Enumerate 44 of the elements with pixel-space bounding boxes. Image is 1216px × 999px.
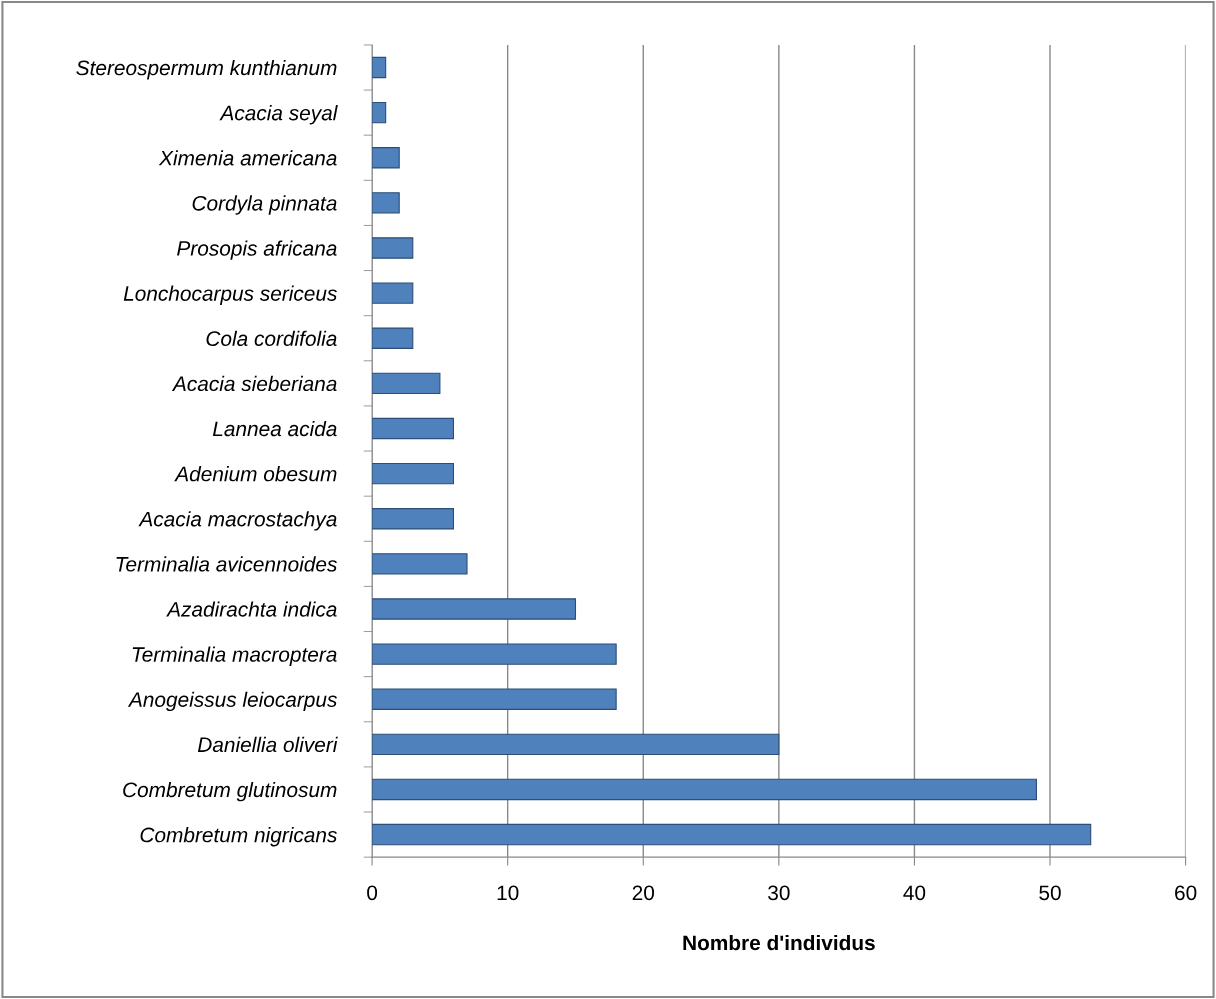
bar bbox=[372, 417, 455, 440]
x-tick-label: 20 bbox=[632, 885, 655, 901]
y-tick-label: Adenium obesum bbox=[174, 466, 337, 482]
y-tick-label: Azadirachta indica bbox=[166, 601, 337, 617]
y-tick-label: Prosopis africana bbox=[177, 240, 337, 260]
bar bbox=[372, 327, 414, 349]
y-tick-label: Anogeissus leiocarpus bbox=[127, 691, 337, 712]
y-tick-label: Cordyla pinnata bbox=[192, 195, 337, 215]
bar bbox=[372, 282, 414, 304]
y-tick-label: Lannea acida bbox=[212, 420, 337, 437]
x-tick-label: 10 bbox=[497, 885, 519, 901]
x-tick-label: 60 bbox=[1175, 885, 1197, 901]
bar bbox=[372, 553, 468, 575]
y-tick-label: Cola cordifolia bbox=[206, 330, 337, 347]
bar bbox=[372, 237, 414, 259]
x-tick-label: 50 bbox=[1039, 885, 1061, 901]
y-tick-label: Acacia seyal bbox=[219, 105, 338, 125]
bar bbox=[372, 56, 387, 79]
bar bbox=[372, 598, 577, 620]
y-tick-label: Terminalia avicennoides bbox=[116, 556, 337, 572]
bar bbox=[372, 101, 387, 124]
y-tick-label: Ximenia americana bbox=[158, 150, 337, 166]
x-tick-label: 30 bbox=[768, 885, 790, 901]
x-tick-label: 40 bbox=[903, 885, 926, 901]
y-tick-label: Stereospermum kunthianum bbox=[76, 59, 337, 80]
bar bbox=[372, 372, 441, 395]
y-tick-label: Terminalia macroptera bbox=[132, 646, 337, 666]
y-tick-label: Combretum glutinosum bbox=[123, 781, 337, 802]
y-tick-label: Daniellia oliveri bbox=[197, 736, 338, 753]
bar bbox=[372, 778, 1038, 801]
bar bbox=[372, 823, 1092, 846]
bar bbox=[372, 147, 400, 169]
x-tick-label: 0 bbox=[367, 885, 378, 901]
bar bbox=[372, 462, 455, 485]
y-tick-label: Acacia sieberiana bbox=[171, 375, 337, 392]
y-tick-label: Lonchocarpus sericeus bbox=[123, 285, 337, 305]
bar bbox=[372, 688, 617, 710]
y-tick-label: Acacia macrostachya bbox=[138, 511, 337, 531]
bar bbox=[372, 192, 400, 214]
bar bbox=[372, 643, 617, 665]
x-axis-title: Nombre d'individus bbox=[683, 934, 875, 951]
bar bbox=[372, 733, 780, 756]
bar bbox=[372, 508, 455, 530]
y-tick-label: Combretum nigricans bbox=[140, 827, 337, 847]
